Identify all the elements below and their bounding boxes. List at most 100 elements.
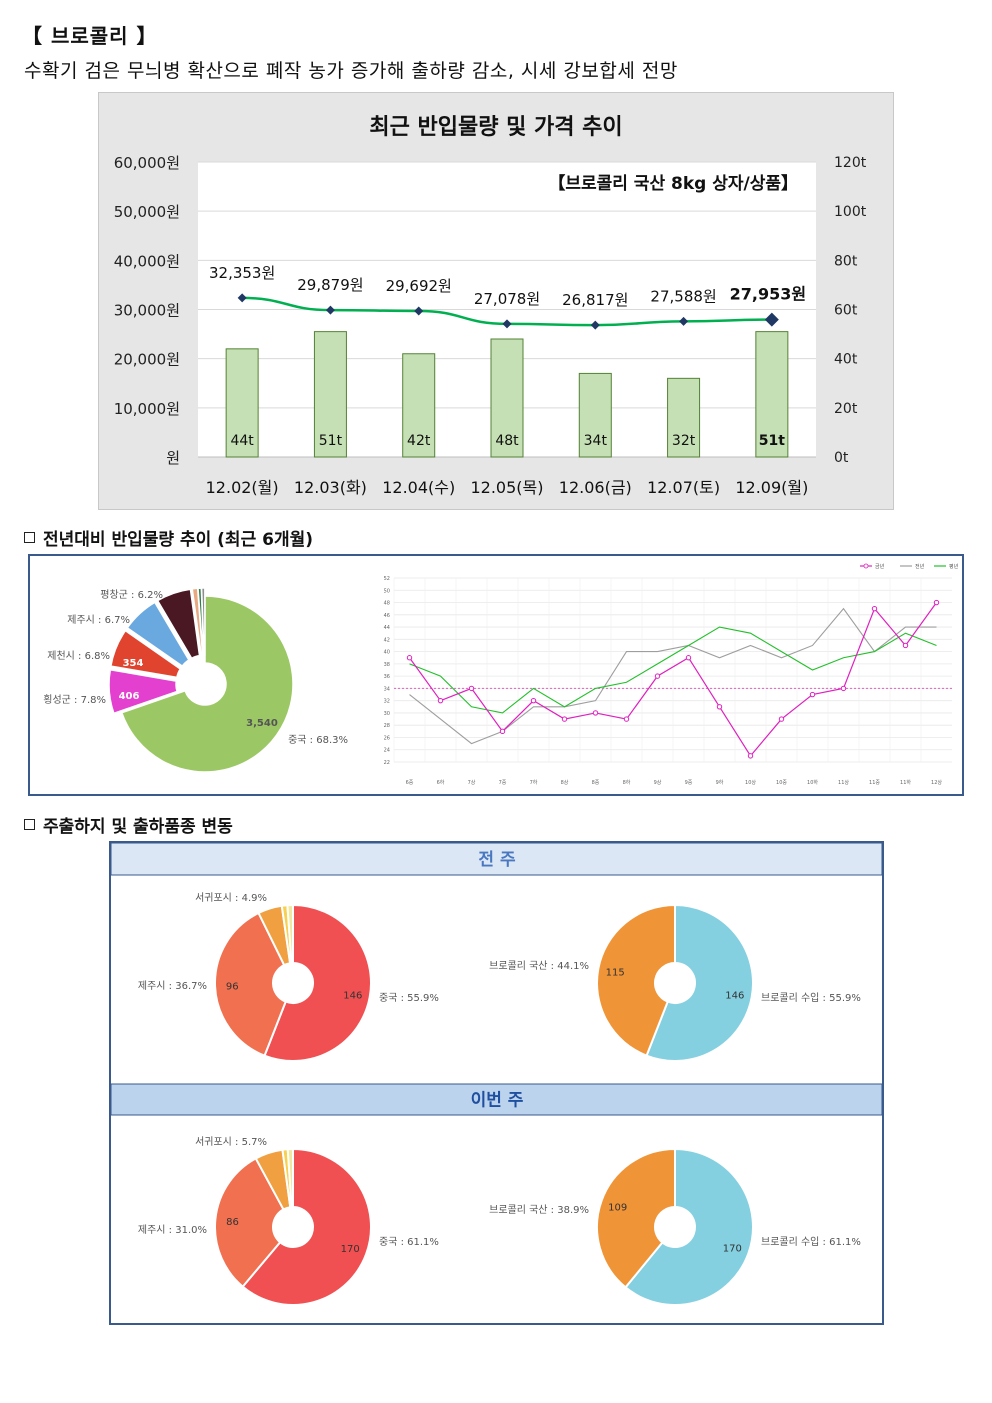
x-tick-label: 12.07(토) [647,478,720,497]
left-tick-label: 원 [166,449,180,467]
pie-value-label: 3,540 [246,718,278,729]
y-tick-label: 52 [384,576,390,582]
pie-label: 제주시 : 36.7% [138,980,207,992]
series-line [409,626,937,714]
price-label: 29,879원 [297,276,363,294]
price-marker [414,306,424,316]
bar-value-label: 51t [759,433,785,449]
pie-value-label: 170 [723,1243,742,1254]
section-trend-label: 전년대비 반입물량 추이 (최근 6개월) [43,530,314,550]
series-marker [747,753,754,759]
left-tick-label: 20,000원 [114,351,180,369]
pie-slice [120,595,294,773]
bar-value-label: 48t [495,433,519,449]
right-tick-label: 40t [834,352,858,368]
legend-label: 전년 [915,563,925,570]
pie-label: 평창군 : 6.2% [100,589,163,601]
pie-label: 횡성군 : 7.8% [43,694,106,706]
series-line [409,607,937,745]
pie-value-label: 86 [226,1217,239,1228]
panel-title: 전 주 [478,850,516,870]
volume-bar [225,348,259,458]
y-tick-label: 44 [384,625,390,631]
pie-label: 중국 : 68.3% [288,734,348,746]
volume-bar [667,377,701,458]
pie-slice [263,903,372,1062]
legend-label: 금년 [875,563,885,570]
price-label: 32,353원 [209,264,275,282]
x-tick-label: 6중 [406,780,414,786]
pie-label: 서귀포시 : 4.9% [195,892,267,904]
x-tick-label: 10하 [807,779,818,786]
pie-label: 브로콜리 국산 : 44.1% [489,960,589,972]
section-origin-label: 주출하지 및 출하품종 변동 [43,817,233,837]
pie-slice [214,1157,285,1289]
x-tick-label: 12.03(화) [294,478,367,497]
y-tick-label: 42 [384,637,390,643]
pie-value-label: 406 [119,691,140,702]
x-tick-label: 12.02(월) [206,478,279,497]
price-marker [502,319,512,329]
pie-label: 제천시 : 6.8% [47,650,110,662]
series-marker [933,599,940,606]
price-marker [590,320,600,330]
pie-label: 중국 : 61.1% [379,1236,439,1248]
page-subtitle: 수확기 검은 무늬병 확산으로 폐작 농가 증가해 출하량 감소, 시세 강보합… [24,60,678,82]
x-tick-label: 8상 [561,779,569,786]
right-tick-label: 120t [834,155,867,171]
right-tick-label: 20t [834,401,858,417]
bar-value-label: 34t [584,433,608,449]
pie-label: 제주시 : 31.0% [138,1224,207,1236]
x-tick-label: 12.06(금) [559,478,632,497]
price-marker [679,316,689,326]
volume-bar [578,372,612,458]
series-marker [561,716,568,722]
series-marker [902,642,909,649]
x-tick-label: 10중 [776,780,787,786]
pie-value-label: 146 [343,990,362,1001]
section-origin-heading: 주출하지 및 출하품종 변동 [24,812,233,837]
bar-value-label: 44t [230,433,254,449]
x-tick-label: 9상 [654,779,662,786]
bar-value-label: 42t [407,433,431,449]
pie-slice [214,911,288,1057]
y-tick-label: 28 [384,723,390,729]
x-tick-label: 6하 [437,779,445,786]
left-tick-label: 50,000원 [114,203,180,221]
y-tick-label: 34 [384,686,390,692]
price-label: 27,953원 [730,285,806,304]
pie-slice [645,903,754,1062]
y-tick-label: 32 [384,699,390,705]
series-marker [716,704,723,710]
series-marker [809,691,816,698]
y-tick-label: 48 [384,601,390,607]
volume-bar [490,338,524,458]
y-tick-label: 46 [384,613,390,619]
y-tick-label: 38 [384,662,390,668]
pie-value-label: 170 [341,1244,360,1255]
y-tick-label: 24 [384,748,390,754]
pie-value-label: 146 [725,990,744,1001]
series-marker [592,710,599,716]
right-tick-label: 80t [834,253,858,269]
left-tick-label: 60,000원 [114,154,180,172]
pie-slice [126,601,190,668]
section-trend-heading: 전년대비 반입물량 추이 (최근 6개월) [24,525,313,550]
weekly-origin-charts: 전 주 146 96 중국 : 55.9% 제주시 : 36.7% 서귀포시 : 4.9%… [111,843,882,1306]
pie-slice [200,587,206,656]
series-marker [468,685,475,692]
price-label: 26,817원 [562,291,628,309]
price-volume-chart: 최근 반입물량 및 가격 추이원 10,000원 20,000원 30,000원 40,… [98,92,894,510]
pie-slice [241,1147,372,1306]
price-marker [764,312,779,327]
weekly-origin-panel: 전 주 146 96 중국 : 55.9% 제주시 : 36.7% 서귀포시 : 4.9%… [109,841,884,1325]
series-marker [685,655,692,661]
price-marker [325,305,335,315]
x-tick-label: 12.09(월) [735,478,808,497]
page-title: 【 브로콜리 】 [22,24,158,48]
square-bullet-icon [24,819,35,830]
series-marker [437,697,444,704]
pie-slice [286,903,294,965]
series-marker [623,716,630,722]
series-marker [778,716,785,722]
